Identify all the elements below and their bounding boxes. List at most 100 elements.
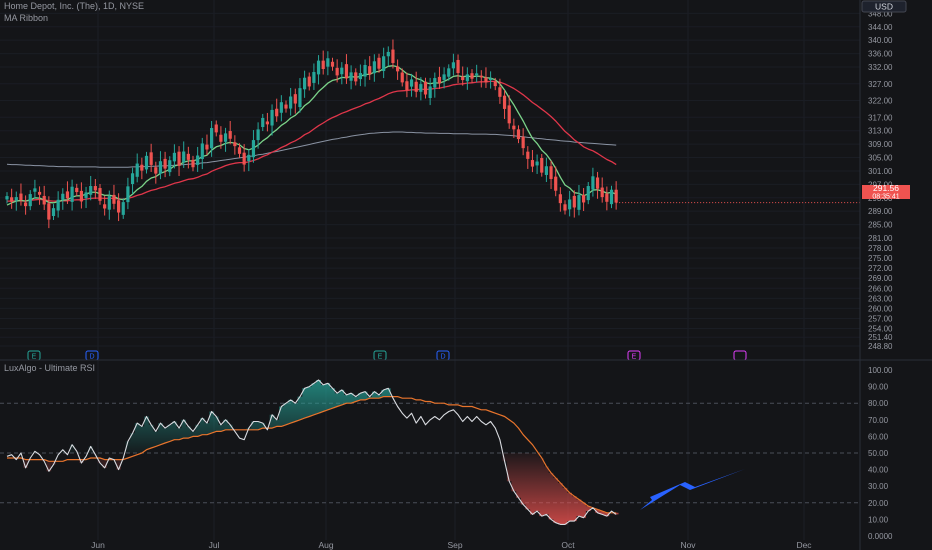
candle-body <box>498 87 502 97</box>
event-marker-label: D <box>440 354 445 361</box>
candle-body <box>98 188 102 201</box>
event-marker-label: D <box>89 354 94 361</box>
candle-body <box>24 202 28 207</box>
price-tick-label: 327.00 <box>868 80 893 89</box>
ma-long-line <box>6 131 617 168</box>
candle-body <box>233 142 237 147</box>
candle-body <box>93 186 97 191</box>
price-tick-label: 322.00 <box>868 97 893 106</box>
candle-body <box>247 154 251 162</box>
time-tick-label: Sep <box>447 540 462 550</box>
candle-body <box>279 102 283 113</box>
candle-body <box>130 173 135 185</box>
ma-fast-line <box>6 65 617 206</box>
candle-body <box>196 155 200 165</box>
price-axis[interactable]: 348.00 344.00 340.00 336.00 332.00 327.00 322.… <box>868 9 893 351</box>
price-tick-label: 272.00 <box>868 264 893 273</box>
candle-body <box>563 204 567 211</box>
rsi-oversold-fill <box>14 453 619 525</box>
candle-body <box>549 166 553 179</box>
candle-body <box>79 190 83 202</box>
candle-body <box>237 147 242 154</box>
candle-body <box>554 176 558 191</box>
candle-body <box>512 125 516 130</box>
event-marker-label: E <box>32 354 37 361</box>
candle-body <box>540 158 544 173</box>
candle-body <box>386 51 390 57</box>
candle-body <box>121 202 125 215</box>
price-tick-label: 344.00 <box>868 23 893 32</box>
candle-body <box>51 208 56 217</box>
candle-body <box>349 72 353 81</box>
currency-badge[interactable] <box>861 0 907 13</box>
candle-body <box>558 194 562 204</box>
price-tick-label: 251.40 <box>868 333 893 342</box>
price-tick-label: 285.00 <box>868 221 893 230</box>
rsi-tick-label: 10.00 <box>868 515 889 524</box>
candle-body <box>340 67 344 75</box>
rsi-tick-label: 0.0000 <box>868 532 893 541</box>
candle-body <box>526 151 530 159</box>
candle-body <box>172 152 176 162</box>
candle-body <box>442 74 446 80</box>
candle-body <box>205 144 209 150</box>
symbol-title[interactable]: Home Depot, Inc. (The), 1D, NYSE <box>4 1 144 11</box>
candle-body <box>163 158 167 169</box>
candle-body <box>516 129 521 140</box>
candle-body <box>326 58 330 67</box>
candle-body <box>65 191 70 199</box>
price-tick-label: 348.00 <box>868 9 893 18</box>
candle-body <box>70 186 74 202</box>
candle-body <box>158 161 163 174</box>
candle-body <box>382 56 386 72</box>
rsi-axis[interactable]: 100.00 90.00 80.00 70.00 60.00 50.00 40.00 30.0… <box>868 366 893 541</box>
candle-body <box>600 187 604 198</box>
time-tick-label: Aug <box>318 540 333 550</box>
candle-body <box>335 67 339 76</box>
time-tick-label: Jun <box>91 540 105 550</box>
candle-body <box>354 72 358 82</box>
event-marker-label: E <box>632 354 637 361</box>
candle-body <box>126 186 130 203</box>
candle-body <box>502 95 507 109</box>
candle-body <box>293 94 297 104</box>
candle-body <box>261 117 265 128</box>
candle-body <box>489 78 493 81</box>
candle-body <box>242 152 246 165</box>
time-tick-label: Nov <box>680 540 696 550</box>
candle-body <box>530 160 535 167</box>
candle-body <box>84 192 88 198</box>
candle-body <box>475 73 479 76</box>
candle-body <box>433 78 437 88</box>
rsi-tick-label: 20.00 <box>868 499 889 508</box>
price-tick-label: 309.00 <box>868 140 893 149</box>
candle-body <box>298 88 302 108</box>
candle-body <box>358 73 362 80</box>
ma-ribbon-legend[interactable]: MA Ribbon <box>4 13 48 23</box>
candle-body <box>484 77 488 83</box>
candle-body <box>265 121 269 125</box>
candle-body <box>10 197 14 202</box>
rsi-tick-label: 70.00 <box>868 416 889 425</box>
candle-body <box>470 73 474 79</box>
rsi-tick-label: 50.00 <box>868 449 889 458</box>
time-axis[interactable]: Jun Jul Aug Sep Oct Nov Dec <box>91 540 812 550</box>
price-tick-label: 257.00 <box>868 314 893 323</box>
candle-body <box>5 196 9 200</box>
rsi-tick-label: 40.00 <box>868 466 889 475</box>
candle-body <box>107 196 111 210</box>
candles[interactable] <box>5 39 860 229</box>
candle-body <box>330 61 335 67</box>
candle-body <box>56 199 60 211</box>
candle-body <box>582 195 586 203</box>
candle-body <box>572 195 576 208</box>
rsi-legend[interactable]: LuxAlgo - Ultimate RSI <box>4 363 95 373</box>
candle-body <box>535 161 539 166</box>
candle-body <box>377 57 381 69</box>
price-tick-label: 278.00 <box>868 244 893 253</box>
candle-body <box>61 193 65 200</box>
candle-body <box>423 81 428 95</box>
price-tick-label: 263.00 <box>868 294 893 303</box>
